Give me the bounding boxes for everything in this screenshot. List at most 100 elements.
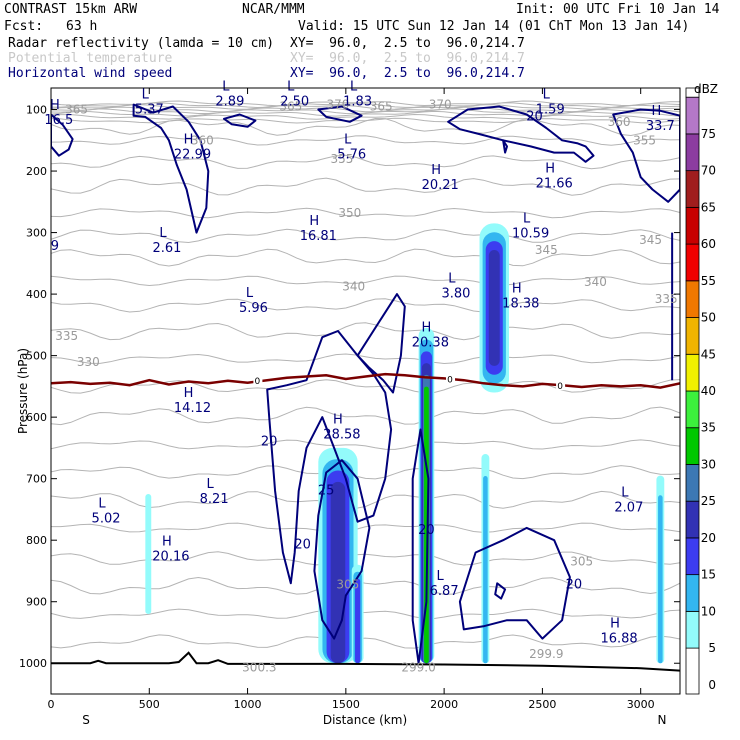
extremum-value: 5.02 — [92, 512, 121, 527]
extremum-letter: H — [545, 161, 555, 176]
theta-contour-line — [51, 465, 680, 480]
extremum-value: 6.87 — [430, 584, 459, 599]
model-title: CONTRAST 15km ARW — [4, 2, 138, 17]
wind-speed-label: 20 — [418, 523, 435, 538]
colorbar-swatch — [685, 610, 700, 649]
extremum-value: 21.66 — [536, 176, 573, 191]
colorbar-swatch — [685, 427, 700, 465]
extremum-value: 3.80 — [441, 286, 470, 301]
colorbar-level-label: 25 — [701, 494, 716, 508]
theta-contour-line — [51, 135, 680, 146]
extremum-marker: H18.38 — [502, 281, 539, 311]
init-time: Init: 00 UTC Fri 10 Jan 14 — [516, 2, 720, 17]
extremum-marker: L2.07 — [614, 486, 643, 516]
wind-contour-line — [612, 108, 680, 203]
extremum-letter: L — [344, 132, 352, 147]
end-label-north: N — [658, 713, 667, 727]
wind-contour-line — [223, 113, 257, 128]
extremum-marker: H33.7 — [646, 104, 675, 134]
extremum-letter: H — [421, 321, 431, 336]
extremum-letter: L — [350, 79, 358, 94]
y-tick-label: 200 — [26, 165, 47, 178]
x-tick-label: 2000 — [430, 698, 458, 711]
colorbar-level-label: 35 — [701, 421, 716, 435]
x-tick-label: 500 — [139, 698, 160, 711]
extremum-marker: H16.81 — [300, 214, 337, 244]
extremum-letter: L — [207, 477, 215, 492]
colorbar-swatch — [685, 537, 700, 576]
theta-contour-line — [51, 113, 680, 120]
extremum-letter: L — [621, 486, 629, 501]
extremum-value: 20.21 — [422, 178, 459, 193]
theta-label: 300.3 — [242, 661, 276, 675]
wind-contour-line — [51, 113, 74, 157]
axes: 0 500 1000 1500 2000 2500 30001002003004005006… — [19, 88, 680, 711]
colorbar-swatch — [685, 206, 700, 245]
colorbar-swatch — [685, 170, 700, 208]
extremum-value: 8.21 — [200, 492, 229, 507]
theta-label: 299.0 — [401, 661, 435, 675]
colorbar-level-label: 30 — [701, 457, 716, 471]
extremum-letter: L — [98, 497, 106, 512]
y-axis-label: Pressure (hPa) — [16, 348, 30, 434]
y-tick-label: 500 — [26, 350, 47, 363]
extremum-marker: H28.58 — [323, 412, 360, 442]
extremum-value: 2.61 — [152, 241, 181, 256]
theta-label: 340 — [584, 275, 607, 289]
extremum-letter: H — [50, 98, 60, 113]
extremum-value: 22.99 — [174, 147, 211, 162]
extremum-marker: H21.66 — [536, 161, 573, 191]
extremum-value: 5.96 — [239, 301, 268, 316]
extremum-marker: H20.21 — [422, 163, 459, 193]
extremum-marker: L5.37 — [135, 87, 164, 117]
extremum-letter: L — [523, 212, 531, 227]
theta-label: 305 — [336, 577, 359, 591]
theta-label: 365 — [279, 99, 302, 113]
y-tick-label: 300 — [26, 227, 47, 240]
theta-contour-line — [51, 104, 680, 110]
theta-contour-line — [51, 608, 680, 619]
extremum-marker: L2.89 — [215, 79, 244, 109]
theta-contour-line — [51, 275, 680, 287]
extremum-value: 16.5 — [44, 113, 73, 128]
fcst-value: 63 h — [66, 19, 98, 34]
extremum-marker: H16.88 — [600, 617, 637, 647]
theta-label: 335 — [655, 292, 678, 306]
wind-speed-label: 20 — [526, 110, 543, 125]
extremum-letter: L — [222, 79, 230, 94]
extremum-letter: L — [142, 87, 150, 102]
extremum-marker: L5.02 — [92, 497, 121, 527]
wind-contour-line — [411, 428, 430, 665]
wind-speed-label: 20 — [261, 435, 278, 450]
theta-label: 299.9 — [529, 647, 563, 661]
colorbar-level-label: 65 — [701, 200, 716, 214]
extremum-value: 20.16 — [152, 550, 189, 565]
colorbar-swatch — [685, 647, 700, 695]
theta-label: 370 — [327, 98, 350, 112]
extremum-value: 20.38 — [412, 336, 449, 351]
extremum-letter: L — [543, 87, 551, 102]
field-name-reflectivity: Radar reflectivity (lamda = 10 cm) — [8, 36, 275, 51]
extremum-letter: H — [431, 163, 441, 178]
extremum-value: 2.50 — [280, 94, 309, 109]
theta-label: 350 — [338, 206, 361, 220]
theta-contour-line — [51, 522, 680, 533]
wind-speed-label: 20 — [294, 537, 311, 552]
extremum-letter: H — [512, 281, 522, 296]
wind-contours — [51, 103, 680, 665]
extremum-marker: H20.16 — [152, 535, 189, 565]
extremum-letter: L — [287, 79, 295, 94]
colorbar-level-label: 60 — [701, 237, 716, 251]
end-label-south: S — [82, 713, 90, 727]
extremum-letter: H — [333, 412, 343, 427]
colorbar-level-label: 50 — [701, 311, 716, 325]
fcst-label: Fcst: — [4, 19, 44, 34]
colorbar-swatch — [685, 243, 700, 282]
colorbar-level-label: 10 — [701, 604, 716, 618]
reflectivity-cell — [488, 249, 500, 366]
theta-contour-line — [51, 576, 680, 596]
theta-label: 365 — [370, 99, 393, 113]
field-name-theta: Potential temperature — [8, 51, 173, 66]
wind-contour-line — [356, 293, 406, 394]
